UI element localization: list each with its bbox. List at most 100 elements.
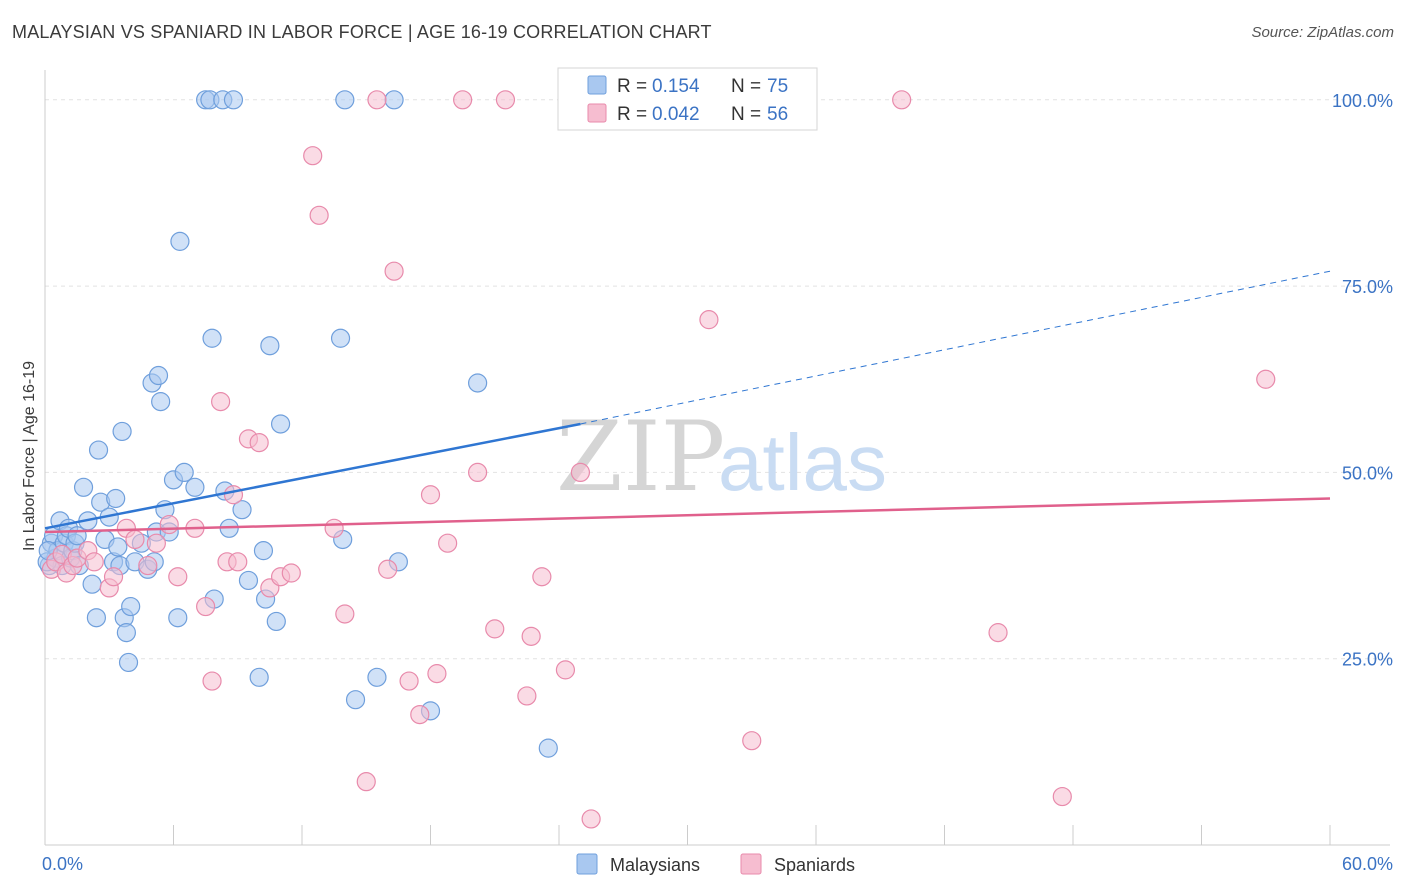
spaniard-point-48	[555, 660, 576, 680]
watermark: ZIP atlas	[556, 401, 887, 513]
legend-r-value-2: 0.042	[652, 104, 700, 125]
spaniard-point-54	[988, 623, 1008, 643]
spaniard-point-27	[281, 563, 301, 583]
spaniard-point-30	[324, 518, 344, 538]
malaysian-point-62	[270, 414, 291, 434]
malaysian-point-30	[118, 652, 139, 673]
spaniard-point-52	[742, 731, 762, 751]
malaysian-point-68	[384, 90, 404, 110]
spaniard-point-37	[410, 704, 430, 725]
spaniard-point-33	[367, 90, 387, 110]
spaniard-point-45	[517, 686, 537, 706]
tick-labels: 25.0% 50.0% 75.0% 100.0% 0.0% 60.0%	[42, 91, 1393, 874]
source-credit: Source: ZipAtlas.com	[1251, 24, 1394, 41]
spaniard-point-53	[892, 90, 912, 110]
legend-r-label-1: R =	[617, 76, 647, 97]
malaysian-point-63	[330, 328, 351, 348]
spaniard-point-9	[103, 567, 124, 587]
malaysian-point-61	[266, 611, 286, 632]
legend-n-label-2: N =	[731, 104, 761, 125]
malaysian-point-45	[174, 462, 194, 483]
spaniard-point-28	[303, 146, 323, 166]
legend-n-value-1: 75	[767, 76, 788, 97]
spaniard-point-47	[532, 567, 552, 587]
malaysian-point-58	[253, 541, 274, 561]
x-tick-label-1: 60.0%	[1342, 854, 1393, 874]
malaysian-point-57	[249, 667, 269, 687]
spaniard-point-36	[399, 671, 419, 691]
trend-lines	[44, 270, 1331, 534]
spaniard-point-44	[495, 90, 516, 110]
legend-r-label-2: R =	[617, 104, 647, 125]
y-tick-label-0: 25.0%	[1342, 650, 1393, 670]
spaniard-point-43	[485, 619, 505, 639]
spaniard-point-51	[699, 310, 719, 330]
spaniard-point-42	[468, 462, 488, 483]
malaysian-point-65	[335, 90, 355, 110]
malaysian-point-13	[67, 526, 87, 546]
chart-title: MALAYSIAN VS SPANIARD IN LABOR FORCE | A…	[12, 22, 712, 42]
spaniard-point-39	[427, 664, 447, 684]
malaysian-point-15	[73, 477, 94, 497]
spaniard-point-56	[1256, 369, 1276, 389]
spaniard-point-7	[84, 552, 104, 572]
spaniard-point-14	[159, 514, 179, 535]
legend-bottom-malaysians: Malaysians	[610, 855, 700, 875]
malaysian-point-60	[260, 336, 280, 356]
legend-n-label-1: N =	[731, 76, 761, 97]
malaysian-point-46	[185, 477, 205, 497]
malaysian-point-29	[116, 623, 136, 643]
spaniard-point-22	[228, 552, 248, 572]
watermark-atlas: atlas	[718, 418, 887, 507]
legend-swatch-malaysian	[587, 75, 607, 95]
malaysian-point-54	[223, 90, 244, 110]
malaysian-point-25	[108, 537, 128, 557]
spaniard-point-41	[453, 90, 473, 110]
malaysian-point-31	[121, 596, 141, 617]
legend-bottom-swatch-malaysian	[576, 853, 598, 875]
y-tick-label-1: 50.0%	[1342, 463, 1393, 483]
spaniard-point-50	[581, 809, 601, 829]
malaysian-trend-extension	[580, 270, 1331, 425]
malaysian-points	[37, 90, 558, 758]
malaysian-point-66	[345, 690, 366, 710]
malaysian-point-72	[538, 738, 558, 758]
spaniard-point-38	[420, 485, 441, 505]
spaniard-point-15	[168, 567, 188, 587]
malaysian-point-44	[170, 231, 190, 251]
malaysian-point-55	[232, 500, 252, 520]
malaysian-point-71	[468, 373, 488, 393]
legend-bottom-spaniards: Spaniards	[774, 855, 855, 875]
y-tick-label-2: 75.0%	[1342, 277, 1393, 297]
spaniard-point-34	[378, 559, 398, 579]
malaysian-point-38	[148, 365, 169, 386]
spaniard-point-46	[521, 626, 541, 646]
grid-lines	[45, 99, 1390, 660]
legend-r-value-1: 0.154	[652, 76, 700, 97]
malaysian-point-67	[367, 667, 387, 687]
spaniard-point-24	[249, 432, 269, 453]
spaniard-point-29	[309, 205, 329, 225]
malaysian-point-18	[86, 608, 107, 628]
spaniard-point-19	[211, 392, 231, 412]
spaniard-point-55	[1052, 786, 1072, 807]
spaniard-point-49	[570, 462, 591, 483]
spaniard-point-21	[223, 485, 244, 505]
malaysian-point-24	[106, 488, 126, 509]
malaysian-point-39	[151, 392, 171, 412]
spaniard-point-18	[202, 671, 222, 691]
spaniard-point-31	[335, 604, 355, 624]
spaniard-point-17	[196, 596, 216, 617]
legend-bottom-swatch-spaniard	[740, 853, 762, 875]
y-tick-label-3: 100.0%	[1332, 91, 1393, 111]
x-tick-label-0: 0.0%	[42, 854, 83, 874]
spaniard-point-32	[356, 772, 376, 792]
y-axis-label: In Labor Force | Age 16-19	[21, 361, 38, 551]
spaniard-point-11	[125, 529, 145, 550]
malaysian-trend-line	[44, 422, 581, 530]
malaysian-point-43	[168, 608, 188, 628]
legend-bottom: Malaysians Spaniards	[576, 853, 855, 875]
spaniard-point-35	[384, 261, 404, 281]
malaysian-point-56	[238, 570, 259, 591]
